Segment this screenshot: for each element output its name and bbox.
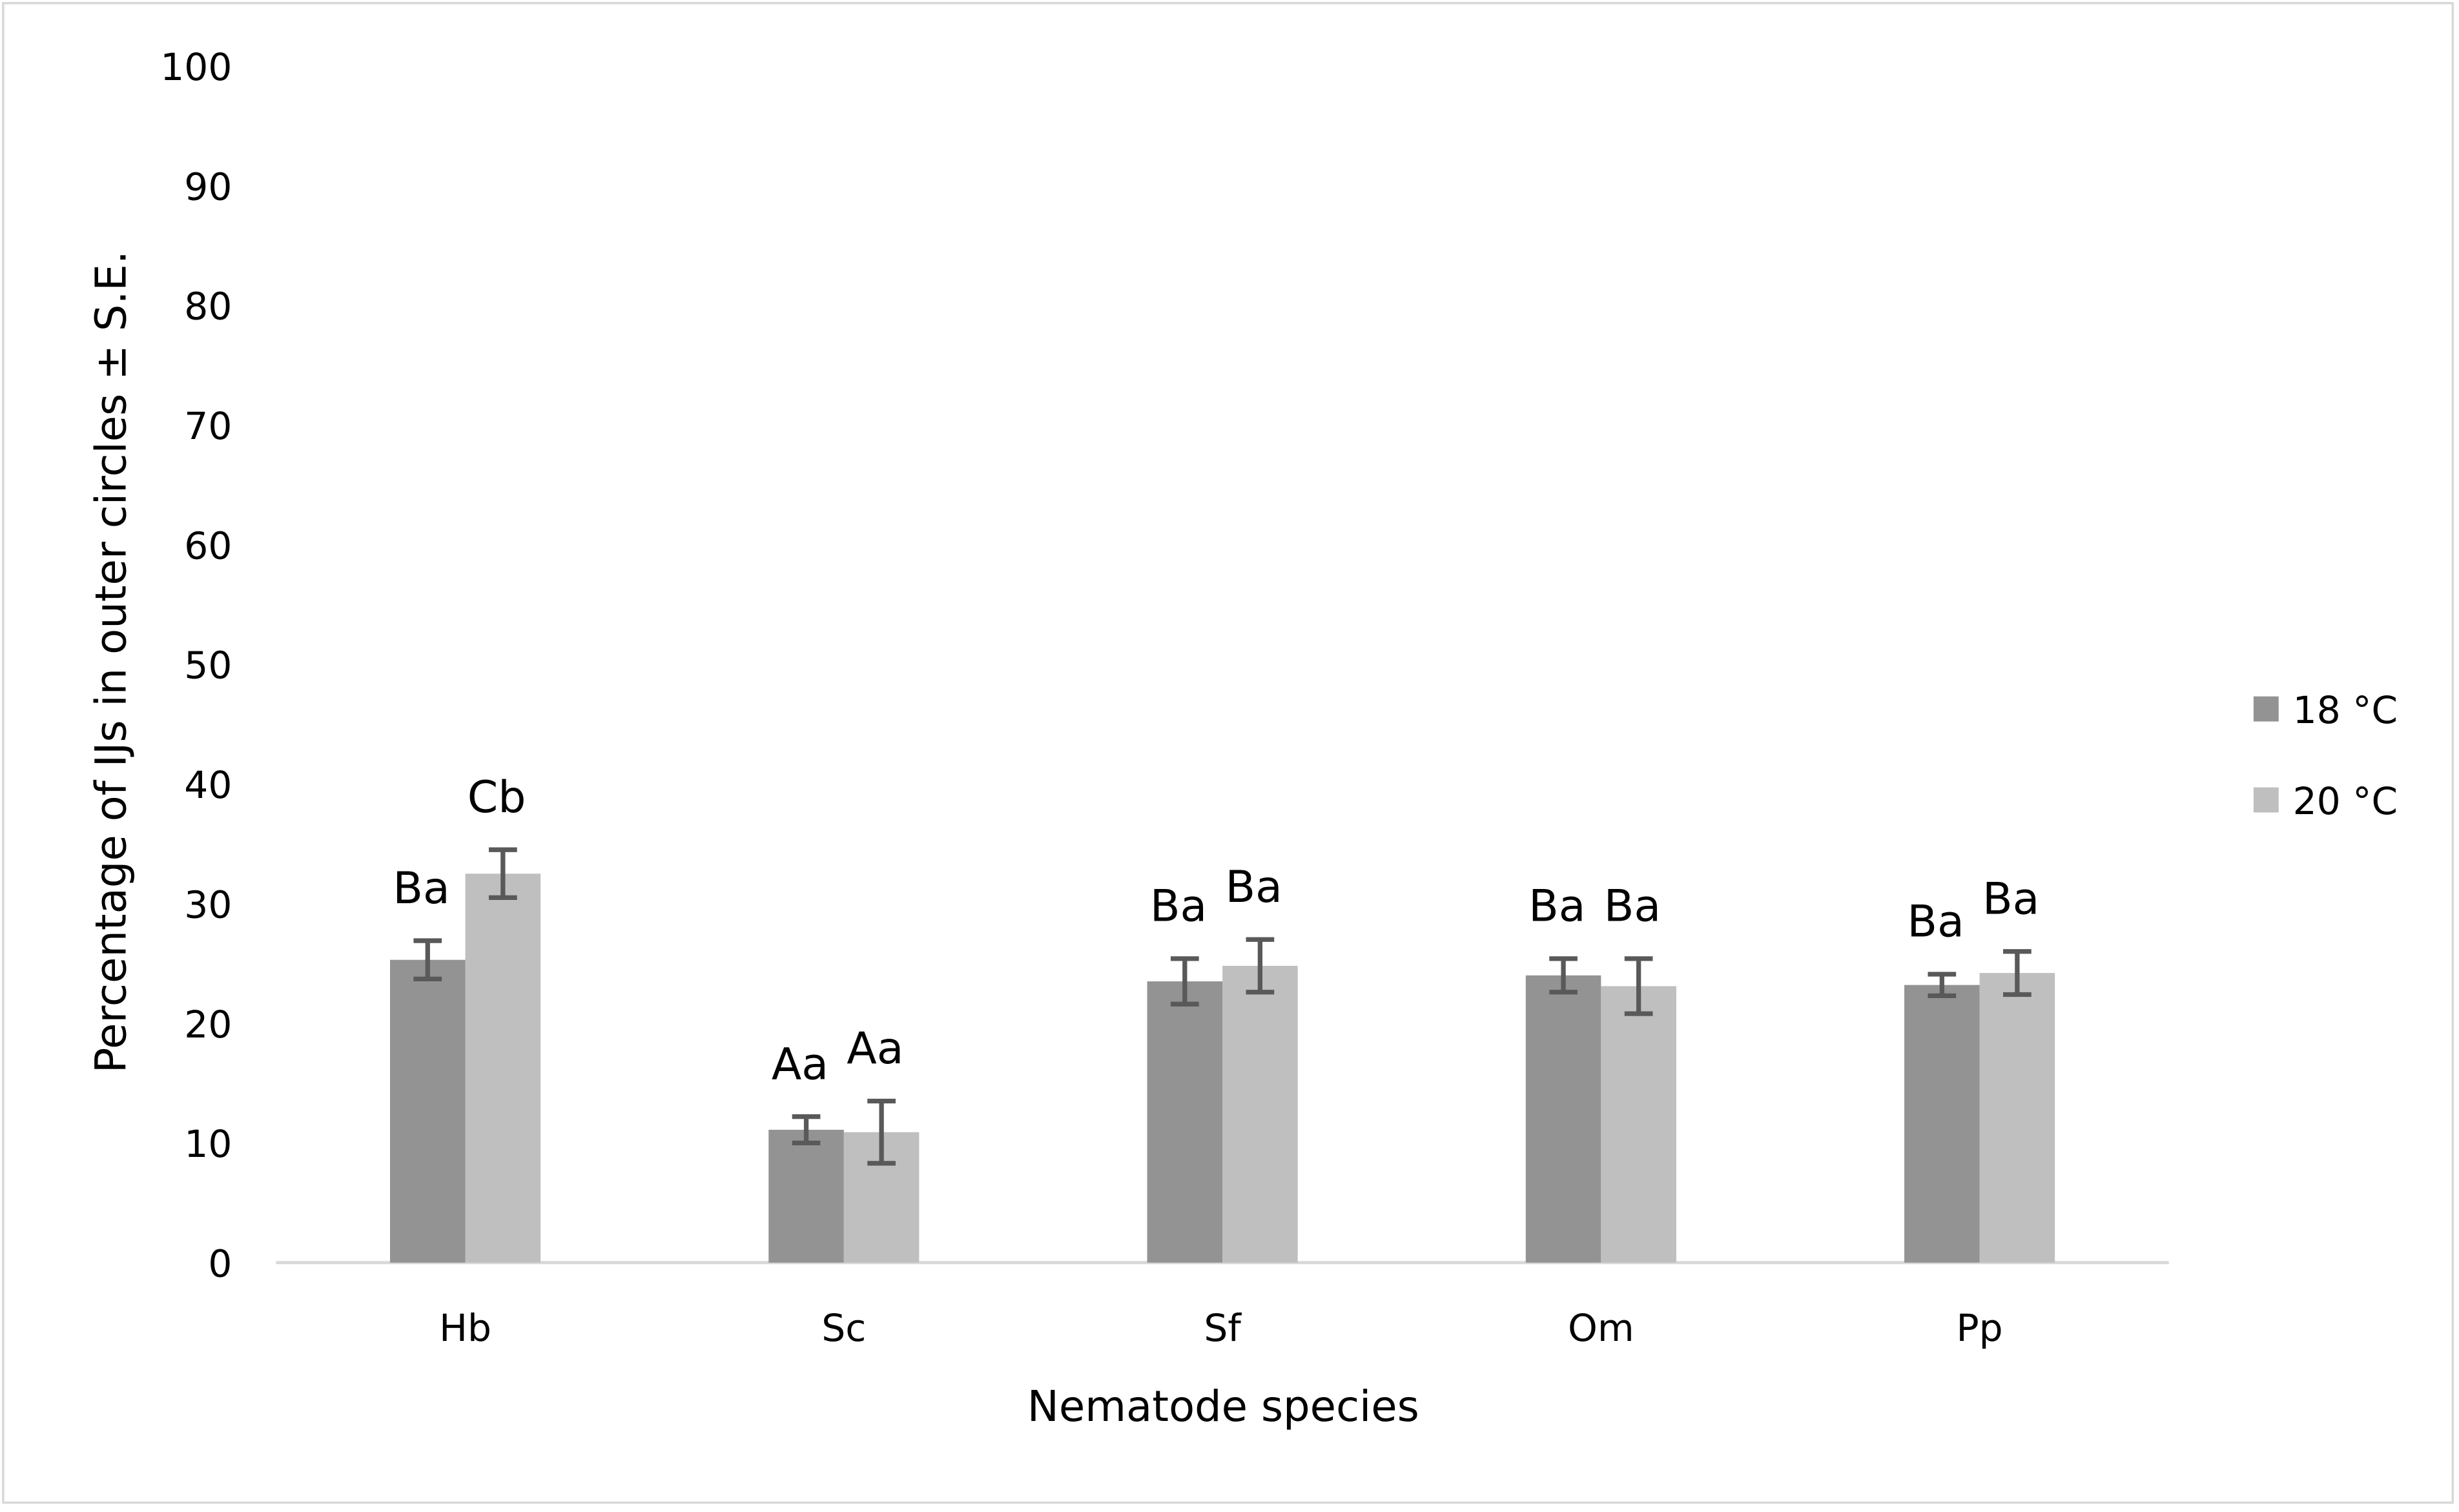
y-tick-label: 0: [208, 1242, 232, 1286]
error-bar: [1170, 956, 1199, 1006]
error-bar: [488, 847, 517, 900]
legend-label: 20 °C: [2293, 779, 2398, 823]
legend-swatch: [2253, 787, 2279, 813]
error-bar: [1928, 972, 1957, 998]
y-tick-label: 30: [184, 883, 232, 926]
error-bar: [867, 1098, 896, 1166]
legend: 18 °C 20 °C: [2253, 688, 2398, 823]
x-tick-label: Sc: [821, 1306, 866, 1350]
error-bar: [1246, 937, 1275, 995]
legend-swatch: [2253, 696, 2279, 722]
x-tick-label: Pp: [1957, 1306, 2003, 1350]
significance-label: Cb: [468, 772, 526, 823]
significance-label: Ba: [1907, 897, 1964, 948]
y-tick-label: 70: [184, 404, 232, 448]
error-bar: [1549, 956, 1578, 995]
y-tick-label: 40: [184, 763, 232, 807]
x-tick-label: Sf: [1204, 1306, 1242, 1350]
y-tick-label: 90: [184, 165, 232, 209]
y-axis-ticks: 0 10 20 30 40 50 60 70 80 90 100: [160, 45, 232, 1286]
significance-label: Aa: [772, 1039, 828, 1090]
y-tick-label: 100: [160, 45, 232, 89]
error-bar: [2003, 949, 2032, 997]
y-tick-label: 60: [184, 524, 232, 567]
x-axis-ticks: Hb Sc Sf Om Pp: [439, 1306, 2002, 1350]
significance-label: Ba: [1528, 881, 1585, 932]
significance-label: Ba: [1225, 862, 1282, 913]
bar-Om-0: [1525, 975, 1601, 1263]
y-tick-label: 50: [184, 644, 232, 688]
significance-label: Ba: [1604, 881, 1661, 932]
y-tick-label: 10: [184, 1122, 232, 1166]
bars: Ba Cb Aa Aa Ba Ba Ba Ba Ba Ba: [389, 772, 2055, 1263]
y-axis-label: Percentage of IJs in outer circles ± S.E…: [87, 250, 136, 1073]
error-bar: [792, 1114, 821, 1145]
bar-Hb-0: [389, 959, 466, 1263]
legend-label: 18 °C: [2293, 688, 2398, 732]
bar-Sc-0: [768, 1129, 844, 1263]
error-bar: [413, 938, 442, 982]
error-bar: [1624, 956, 1653, 1016]
x-tick-label: Hb: [439, 1306, 491, 1350]
bar-Sf-0: [1147, 981, 1223, 1263]
y-tick-label: 20: [184, 1003, 232, 1047]
bar-Sf-1: [1222, 966, 1298, 1263]
x-tick-label: Om: [1568, 1306, 1634, 1350]
bar-Pp-1: [1979, 973, 2055, 1263]
bar-Pp-0: [1904, 985, 1980, 1263]
significance-label: Ba: [1150, 881, 1207, 932]
bar-Om-1: [1601, 986, 1676, 1263]
bar-Hb-1: [465, 873, 541, 1263]
significance-label: Ba: [393, 863, 449, 914]
significance-label: Ba: [1982, 873, 2039, 925]
y-tick-label: 80: [184, 285, 232, 329]
significance-label: Aa: [847, 1023, 903, 1074]
x-axis-label: Nematode species: [1027, 1382, 1419, 1431]
